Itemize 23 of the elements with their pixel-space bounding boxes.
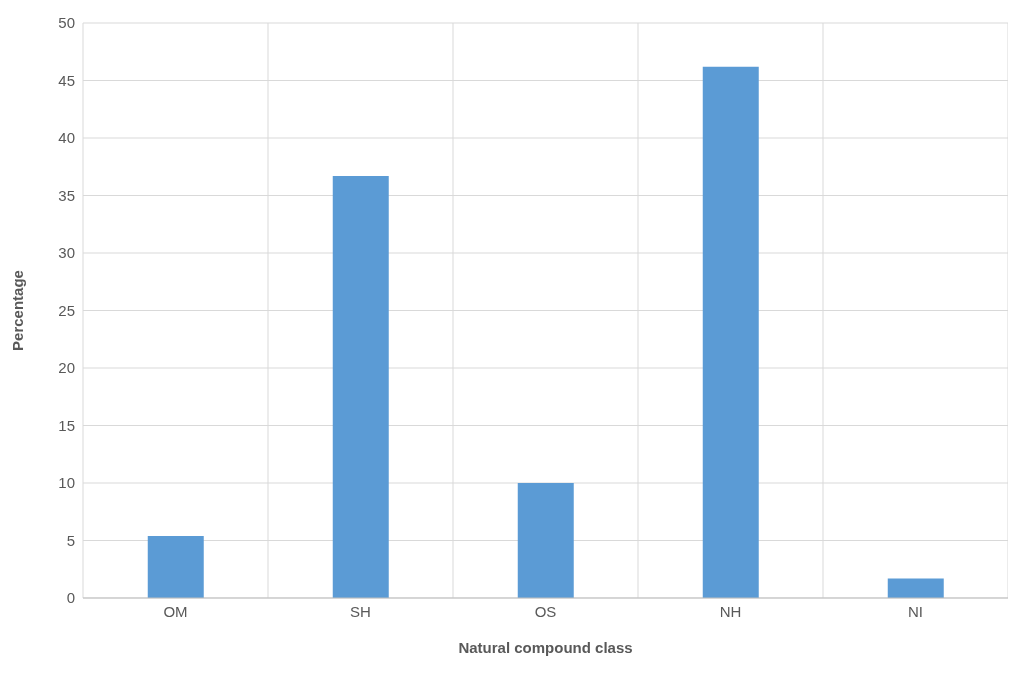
y-tick-label: 5 — [66, 531, 75, 549]
bar — [517, 483, 574, 598]
y-tick-label: 0 — [66, 589, 75, 607]
x-tick-label: NH — [719, 602, 742, 620]
bar — [887, 578, 944, 598]
bar — [702, 66, 759, 598]
x-tick-label: SH — [350, 602, 371, 620]
x-axis-title: Natural compound class — [458, 639, 633, 656]
x-tick-label: OS — [534, 602, 557, 620]
y-tick-label: 20 — [58, 359, 75, 377]
bar — [147, 535, 204, 598]
x-tick-label: NI — [908, 602, 923, 620]
y-tick-label: 35 — [58, 186, 75, 204]
y-tick-label: 10 — [58, 474, 75, 492]
y-axis-title: Percentage — [9, 270, 27, 351]
y-tick-label: 50 — [58, 14, 75, 32]
y-tick-label: 15 — [58, 416, 75, 434]
y-tick-label: 40 — [58, 129, 75, 147]
y-tick-label: 25 — [58, 301, 75, 319]
y-tick-label: 30 — [58, 244, 75, 262]
x-tick-label: OM — [163, 602, 188, 620]
y-tick-label: 45 — [58, 71, 75, 89]
bar — [332, 175, 389, 598]
